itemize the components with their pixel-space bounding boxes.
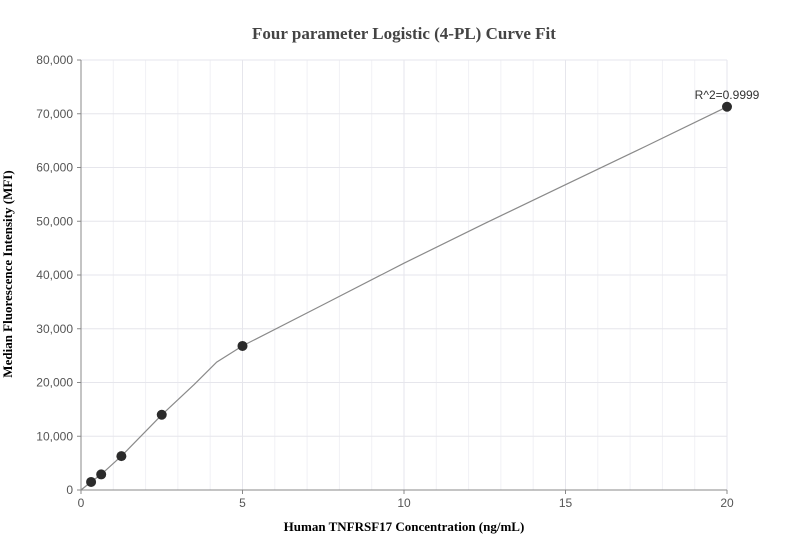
y-tick-label: 60,000 xyxy=(36,161,73,175)
y-tick-label: 40,000 xyxy=(36,268,73,282)
data-point xyxy=(156,409,167,420)
x-axis-label: Human TNFRSF17 Concentration (ng/mL) xyxy=(284,519,525,534)
y-tick-label: 20,000 xyxy=(36,376,73,390)
x-tick-label: 0 xyxy=(78,496,85,510)
grid xyxy=(81,59,728,490)
data-points xyxy=(86,101,732,487)
y-tick-label: 80,000 xyxy=(36,53,73,67)
data-point xyxy=(86,476,97,487)
data-point xyxy=(722,101,732,112)
data-point xyxy=(237,340,248,351)
y-axis-label: Median Fluorescence Intensity (MFI) xyxy=(0,170,15,377)
y-tick-label: 30,000 xyxy=(36,322,73,336)
chart-title: Four parameter Logistic (4-PL) Curve Fit xyxy=(252,24,556,43)
r-squared-annotation: R^2=0.9999 xyxy=(695,88,760,102)
axes xyxy=(77,59,728,494)
x-tick-label: 10 xyxy=(397,496,411,510)
x-tick-label: 20 xyxy=(720,496,734,510)
y-tick-label: 50,000 xyxy=(36,214,73,228)
data-point xyxy=(96,469,107,480)
x-tick-label: 5 xyxy=(239,496,246,510)
y-tick-label: 10,000 xyxy=(36,429,73,443)
y-tick-label: 70,000 xyxy=(36,107,73,121)
y-tick-label: 0 xyxy=(66,483,73,497)
x-tick-label: 15 xyxy=(559,496,573,510)
data-point xyxy=(116,451,127,462)
tick-labels: 0 5 10 15 20 0 10,000 20,000 30,000 40,000 50,000 6… xyxy=(36,53,734,510)
